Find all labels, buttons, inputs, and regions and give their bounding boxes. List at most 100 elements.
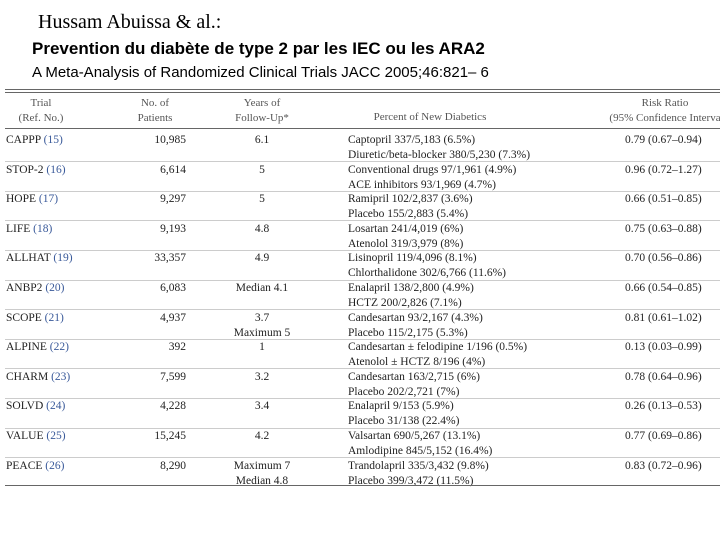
- row-separator: [5, 309, 720, 311]
- row-separator: [5, 338, 720, 340]
- years-cell: 1: [259, 341, 265, 354]
- patients-cell: 10,985: [154, 134, 186, 146]
- trial-cell: HOPE (17): [6, 192, 58, 206]
- patients-cell: 15,245: [154, 430, 186, 442]
- percent-cell: Placebo 31/138 (22.4%): [348, 415, 460, 428]
- risk-cell: 0.96 (0.72–1.27): [625, 163, 702, 176]
- patients-cell: 4,937: [160, 311, 186, 324]
- trial-cell: ALPINE (22): [6, 340, 69, 354]
- trial-ref: (26): [45, 459, 65, 472]
- percent-cell: Captopril 337/5,183 (6.5%): [348, 134, 476, 146]
- years-cell: Maximum 5: [233, 326, 291, 339]
- percent-cell: Candesartan 163/2,715 (6%): [348, 370, 480, 383]
- trial-ref: (17): [38, 193, 59, 206]
- trial-ref: (20): [45, 282, 65, 294]
- column-header: No. of: [140, 97, 170, 109]
- trial-cell: STOP-2 (16): [6, 163, 66, 177]
- trial-ref: (21): [44, 311, 64, 324]
- column-header: (95% Confidence Interva: [609, 112, 720, 124]
- years-cell: 4.2: [254, 430, 270, 442]
- row-separator: [5, 161, 720, 163]
- risk-cell: 0.77 (0.69–0.86): [625, 430, 702, 442]
- trial-name: HOPE: [6, 193, 37, 206]
- column-header: Trial: [30, 97, 52, 109]
- patients-cell: 9,297: [160, 193, 186, 206]
- trial-name: VALUE: [6, 430, 44, 442]
- column-header: Risk Ratio: [641, 97, 689, 109]
- column-header: Percent of New Diabetics: [373, 111, 487, 123]
- years-cell: 3.4: [254, 400, 270, 413]
- percent-cell: Placebo 202/2,721 (7%): [348, 385, 460, 398]
- years-cell: 3.7: [254, 311, 270, 324]
- risk-cell: 0.75 (0.63–0.88): [625, 222, 702, 235]
- percent-cell: Enalapril 9/153 (5.9%): [348, 400, 454, 413]
- risk-cell: 0.13 (0.03–0.99): [625, 341, 702, 354]
- risk-cell: 0.26 (0.13–0.53): [625, 400, 702, 413]
- column-header: Patients: [137, 112, 173, 124]
- percent-cell: Atenolol 319/3,979 (8%): [348, 237, 464, 250]
- rule: [5, 92, 720, 93]
- risk-cell: 0.78 (0.64–0.96): [625, 370, 702, 383]
- years-cell: 6.1: [254, 134, 270, 146]
- trial-name: ALPINE: [6, 341, 47, 354]
- trial-cell: ANBP2 (20): [6, 281, 64, 295]
- trial-name: SOLVD: [6, 400, 44, 413]
- trial-ref: (19): [53, 252, 73, 265]
- years-cell: Median 4.8: [235, 474, 289, 487]
- title: Prevention du diabète de type 2 par les …: [32, 39, 485, 58]
- risk-cell: 0.70 (0.56–0.86): [625, 252, 702, 265]
- trial-cell: SCOPE (21): [6, 311, 64, 325]
- trial-cell: ALLHAT (19): [6, 251, 73, 265]
- percent-cell: Diuretic/beta-blocker 380/5,230 (7.3%): [348, 149, 531, 161]
- years-cell: 5: [259, 193, 265, 206]
- risk-cell: 0.66 (0.51–0.85): [625, 193, 702, 206]
- percent-cell: Candesartan 93/2,167 (4.3%): [348, 311, 483, 324]
- patients-cell: 6,614: [160, 163, 186, 176]
- trial-ref: (24): [46, 400, 66, 413]
- trial-name: LIFE: [6, 222, 31, 235]
- percent-cell: Losartan 241/4,019 (6%): [348, 222, 464, 235]
- row-separator: [5, 427, 720, 429]
- trial-name: CHARM: [6, 370, 49, 383]
- percent-cell: Candesartan ± felodipine 1/196 (0.5%): [348, 341, 528, 354]
- percent-cell: Amlodipine 845/5,152 (16.4%): [348, 445, 493, 457]
- row-separator: [5, 397, 720, 399]
- years-cell: 3.2: [254, 370, 270, 383]
- trial-ref: (23): [51, 370, 71, 383]
- patients-cell: 9,193: [160, 222, 186, 235]
- risk-cell: 0.83 (0.72–0.96): [625, 459, 702, 472]
- percent-cell: Placebo 115/2,175 (5.3%): [348, 326, 468, 339]
- column-header: (Ref. No.): [18, 112, 64, 124]
- patients-cell: 4,228: [160, 400, 186, 413]
- row-separator: [5, 249, 720, 251]
- trial-ref: (16): [46, 163, 66, 176]
- trial-ref: (18): [33, 222, 53, 235]
- percent-cell: Enalapril 138/2,800 (4.9%): [348, 282, 474, 294]
- risk-cell: 0.79 (0.67–0.94): [625, 134, 702, 146]
- rule: [5, 128, 720, 129]
- trial-name: ALLHAT: [6, 252, 51, 265]
- row-separator: [5, 368, 720, 370]
- risk-cell: 0.66 (0.54–0.85): [625, 282, 702, 294]
- trial-name: PEACE: [6, 459, 43, 472]
- percent-cell: Atenolol ± HCTZ 8/196 (4%): [348, 356, 486, 369]
- trial-ref: (22): [49, 341, 69, 354]
- trial-name: SCOPE: [6, 311, 42, 324]
- trial-ref: (25): [46, 430, 66, 442]
- patients-cell: 6,083: [160, 282, 186, 294]
- trial-ref: (15): [43, 134, 63, 146]
- rule: [5, 485, 720, 487]
- trial-name: CAPPP: [6, 134, 41, 146]
- percent-cell: ACE inhibitors 93/1,969 (4.7%): [348, 178, 496, 191]
- rule: [5, 89, 720, 90]
- patients-cell: 7,599: [160, 370, 186, 383]
- risk-cell: 0.81 (0.61–1.02): [625, 311, 702, 324]
- patients-cell: 33,357: [154, 252, 186, 265]
- percent-cell: Valsartan 690/5,267 (13.1%): [348, 430, 481, 442]
- percent-cell: Chlorthalidone 302/6,766 (11.6%): [348, 267, 506, 280]
- trial-cell: CAPPP (15): [6, 133, 63, 147]
- years-cell: Median 4.1: [235, 282, 289, 294]
- trial-cell: PEACE (26): [6, 459, 64, 473]
- trial-name: ANBP2: [6, 282, 43, 294]
